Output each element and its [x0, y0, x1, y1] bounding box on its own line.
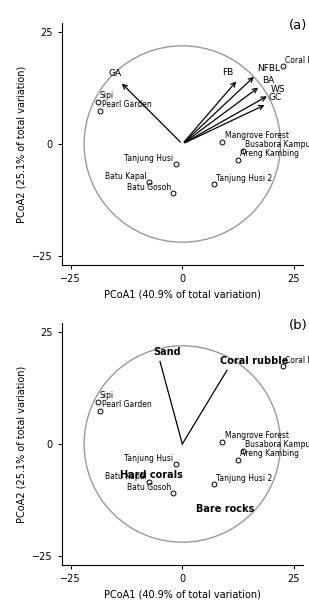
Text: Busabora Kampung: Busabora Kampung [245, 440, 309, 449]
Text: Bare rocks: Bare rocks [196, 504, 254, 514]
Y-axis label: PCoA2 (25.1% of total variation): PCoA2 (25.1% of total variation) [17, 65, 27, 223]
Text: NFBL: NFBL [257, 64, 280, 73]
Text: Mangrove Forest: Mangrove Forest [225, 131, 289, 140]
Text: Batu Gosoh: Batu Gosoh [127, 183, 171, 192]
Text: BA: BA [262, 76, 274, 85]
Text: GA: GA [109, 69, 122, 78]
X-axis label: PCoA1 (40.9% of total variation): PCoA1 (40.9% of total variation) [104, 289, 261, 299]
Text: Tanjung Husi: Tanjung Husi [124, 154, 173, 163]
X-axis label: PCoA1 (40.9% of total variation): PCoA1 (40.9% of total variation) [104, 589, 261, 599]
Text: Batu Gosoh: Batu Gosoh [127, 483, 171, 492]
Text: Areng Kambing: Areng Kambing [240, 449, 299, 458]
Text: Pearl Garden: Pearl Garden [102, 400, 152, 409]
Text: Coral Eye: Coral Eye [285, 56, 309, 65]
Text: Coral rubble: Coral rubble [220, 356, 289, 366]
Text: (b): (b) [289, 319, 308, 332]
Text: Tanjung Husi 2: Tanjung Husi 2 [216, 174, 272, 183]
Text: Batu Kapal: Batu Kapal [105, 172, 146, 181]
Text: (a): (a) [289, 19, 308, 32]
Text: Sand: Sand [153, 347, 181, 357]
Text: Mangrove Forest: Mangrove Forest [225, 431, 289, 440]
Text: Sipi: Sipi [100, 391, 114, 400]
Text: Areng Kambing: Areng Kambing [240, 149, 299, 158]
Text: Coral Eye: Coral Eye [285, 356, 309, 365]
Y-axis label: PCoA2 (25.1% of total variation): PCoA2 (25.1% of total variation) [17, 365, 27, 523]
Text: Batu Kapal: Batu Kapal [105, 472, 146, 481]
Text: GC: GC [269, 94, 282, 103]
Text: Sipi: Sipi [100, 91, 114, 100]
Text: Pearl Garden: Pearl Garden [102, 100, 152, 109]
Text: Tanjung Husi 2: Tanjung Husi 2 [216, 474, 272, 483]
Text: Busabora Kampung: Busabora Kampung [245, 140, 309, 149]
Text: Tanjung Husi: Tanjung Husi [124, 454, 173, 463]
Text: Hard corals: Hard corals [120, 470, 183, 480]
Text: WS: WS [271, 85, 285, 94]
Text: FB: FB [222, 68, 234, 77]
